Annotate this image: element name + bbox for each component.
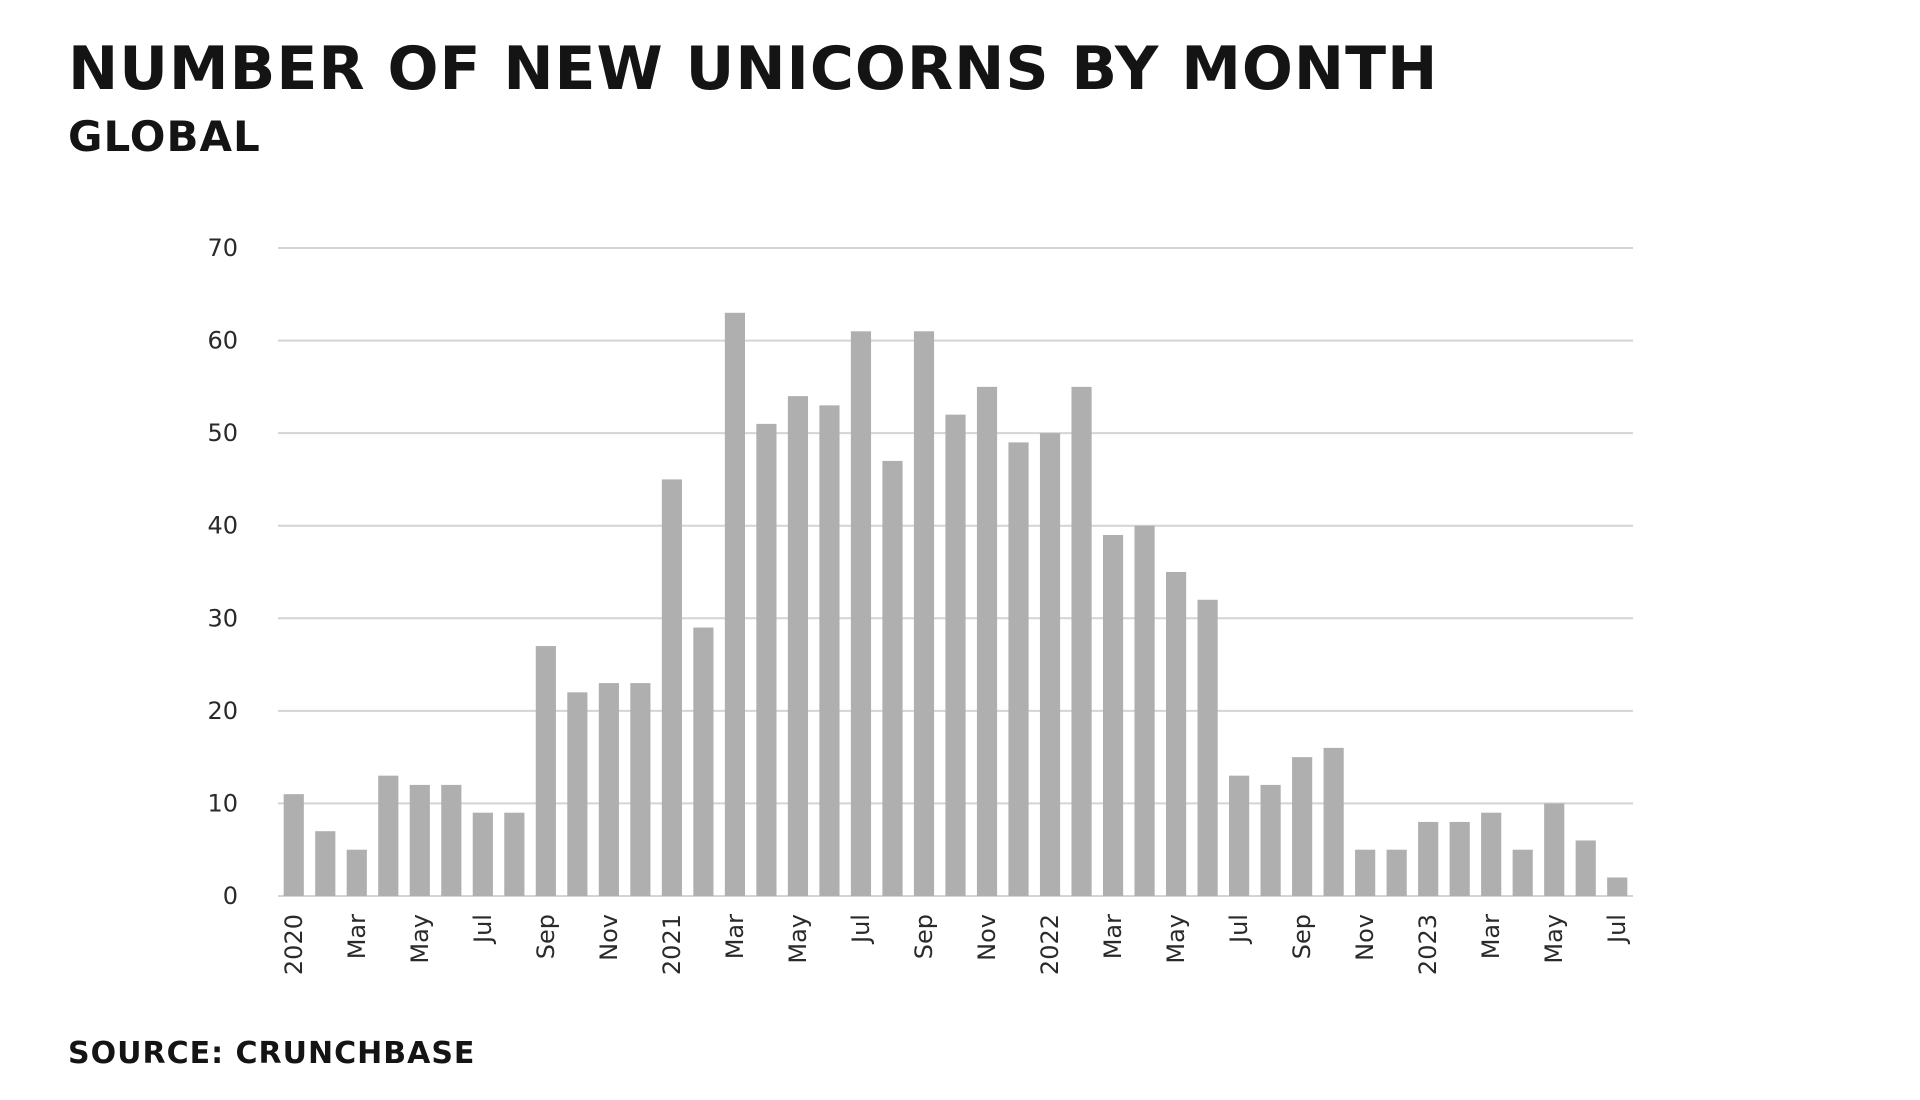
bar-apr-2020 [378, 775, 399, 896]
bar-jul-2022 [1229, 775, 1250, 896]
bar-jun-2020 [441, 784, 462, 896]
bar-sep-2020 [535, 646, 556, 896]
bar-feb-2021 [693, 627, 714, 896]
x-tick-label: Mar [343, 914, 371, 959]
chart-source: SOURCE: CRUNCHBASE [68, 1036, 476, 1071]
bar-may-2020 [409, 784, 430, 896]
bar-sep-2022 [1292, 757, 1313, 896]
bar-jan-2023 [1418, 821, 1439, 896]
bar-dec-2021 [1008, 442, 1029, 896]
x-tick-label: 2020 [280, 914, 308, 975]
bar-mar-2020 [346, 849, 367, 896]
bar-jan-2022 [1039, 433, 1061, 896]
bar-aug-2020 [504, 812, 525, 896]
x-tick-label: May [784, 914, 812, 964]
bar-apr-2023 [1512, 849, 1533, 896]
x-tick-label: Nov [973, 914, 1001, 961]
x-tick-label: 2021 [658, 914, 686, 975]
bar-sep-2021 [913, 331, 935, 896]
x-tick-label: Jul [847, 914, 875, 945]
x-tick-label: May [406, 914, 434, 964]
y-tick-label: 60 [207, 327, 238, 355]
y-tick-label: 40 [207, 512, 238, 540]
x-tick-label: 2022 [1036, 914, 1064, 975]
bar-chart: 0 10 20 30 40 50 60 70 2020 Mar May Jul Sep Nov 2021 M… [207, 234, 1633, 975]
bar-dec-2020 [630, 683, 651, 896]
bar-jan-2021 [661, 479, 682, 896]
x-tick-label: Jul [469, 914, 497, 945]
bar-jul-2021 [850, 331, 872, 896]
bar-apr-2022 [1134, 525, 1155, 896]
bar-nov-2020 [598, 683, 619, 896]
bars [283, 312, 1628, 896]
bar-feb-2020 [315, 831, 336, 896]
bar-apr-2021 [756, 423, 777, 896]
x-tick-label: Nov [1351, 914, 1379, 961]
x-tick-label: Sep [910, 914, 938, 959]
x-tick-label: 2023 [1414, 914, 1442, 975]
bar-may-2022 [1165, 572, 1187, 896]
bar-jun-2022 [1197, 599, 1218, 896]
bar-jul-2020 [472, 812, 493, 896]
bar-oct-2020 [567, 692, 588, 896]
x-tick-label: Sep [532, 914, 560, 959]
x-tick-label: Mar [721, 914, 749, 959]
bar-mar-2021 [724, 312, 746, 896]
y-tick-label: 20 [207, 697, 238, 725]
chart-subtitle: GLOBAL [68, 112, 261, 161]
chart-title: NUMBER OF NEW UNICORNS BY MONTH [68, 34, 1439, 104]
x-tick-label: May [1540, 914, 1568, 964]
bar-oct-2022 [1323, 747, 1344, 896]
x-tick-label: Nov [595, 914, 623, 961]
y-tick-label: 30 [207, 604, 238, 632]
bar-may-2021 [787, 396, 809, 896]
x-tick-label: Jul [1225, 914, 1253, 945]
bar-nov-2022 [1355, 849, 1376, 896]
bar-nov-2021 [976, 386, 998, 896]
bar-jun-2023 [1575, 840, 1596, 896]
x-tick-label: Sep [1288, 914, 1316, 959]
bar-oct-2021 [945, 414, 966, 896]
x-tick-label: Mar [1477, 914, 1505, 959]
y-tick-label: 50 [207, 419, 238, 447]
x-axis-ticks: 2020 Mar May Jul Sep Nov 2021 Mar May Jul Sep Nov 20… [280, 914, 1631, 975]
bar-dec-2022 [1386, 849, 1407, 896]
y-tick-label: 0 [223, 882, 238, 910]
bar-feb-2022 [1071, 386, 1092, 896]
bar-jan-2020 [283, 794, 304, 896]
bar-may-2023 [1544, 803, 1565, 896]
bar-jun-2021 [819, 405, 840, 896]
bar-feb-2023 [1449, 821, 1470, 896]
y-tick-label: 10 [207, 789, 238, 817]
bar-aug-2022 [1260, 784, 1281, 896]
y-tick-label: 70 [207, 234, 238, 262]
bar-mar-2022 [1102, 534, 1124, 896]
y-axis-ticks: 0 10 20 30 40 50 60 70 [207, 234, 238, 910]
bar-mar-2023 [1481, 812, 1502, 896]
bar-jul-2023 [1607, 877, 1628, 896]
x-tick-label: May [1162, 914, 1190, 964]
x-tick-label: Mar [1099, 914, 1127, 959]
bar-aug-2021 [882, 460, 903, 896]
x-tick-label: Jul [1603, 914, 1631, 945]
